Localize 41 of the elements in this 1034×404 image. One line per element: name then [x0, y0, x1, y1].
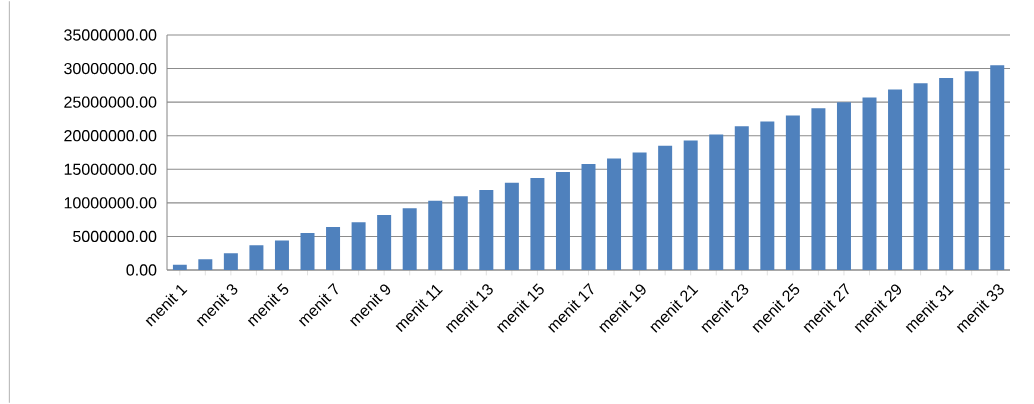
bar: [632, 152, 647, 270]
bar: [913, 83, 928, 270]
bar: [709, 134, 724, 270]
bar: [836, 102, 851, 270]
bar: [530, 178, 545, 270]
bar: [479, 190, 494, 270]
bar: [274, 240, 289, 270]
bar: [990, 65, 1005, 270]
bar: [734, 126, 749, 270]
bar: [581, 163, 596, 270]
bar: [888, 89, 903, 270]
bar: [607, 158, 622, 270]
bar: [683, 140, 698, 270]
y-tick-label: 35000000.00: [64, 29, 157, 41]
y-tick-label: 30000000.00: [64, 62, 157, 75]
bar: [811, 108, 826, 270]
bar: [555, 171, 570, 270]
y-tick-label: 10000000.00: [64, 197, 157, 209]
bar: [453, 196, 468, 270]
bar: [862, 97, 877, 270]
bar: [658, 145, 673, 270]
bar: [249, 245, 264, 270]
bar: [377, 214, 392, 270]
bar: [223, 253, 238, 270]
y-tick-label: 15000000.00: [64, 163, 157, 175]
y-tick-label: 5000000.00: [73, 230, 157, 243]
bar: [172, 264, 187, 270]
bar: [428, 200, 443, 270]
bar: [939, 77, 954, 270]
bar: [760, 121, 775, 270]
bar: [198, 259, 213, 270]
bar: [504, 182, 519, 270]
y-tick-label: 25000000.00: [64, 96, 157, 108]
bar: [326, 227, 341, 270]
bar: [785, 115, 800, 270]
bar: [351, 222, 366, 270]
bar: [964, 71, 979, 270]
y-tick-label: 0.00: [126, 264, 157, 276]
y-tick-label: 20000000.00: [64, 130, 157, 142]
bar: [300, 233, 315, 270]
bar: [402, 208, 417, 270]
